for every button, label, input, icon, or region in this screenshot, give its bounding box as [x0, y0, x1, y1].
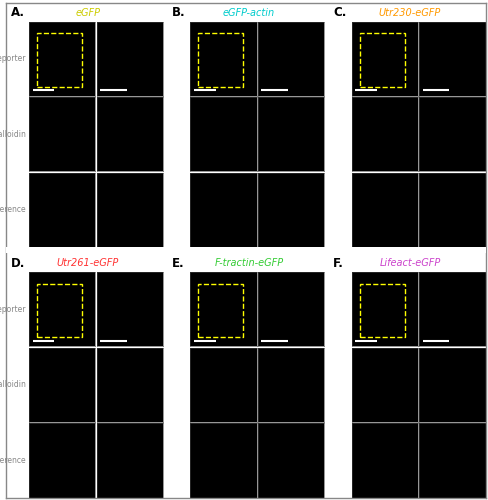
Text: Lifeact-eGFP: Lifeact-eGFP [380, 258, 441, 268]
Text: eGFP-actin: eGFP-actin [223, 8, 275, 18]
Text: reporter: reporter [0, 54, 26, 63]
Text: Utr261-eGFP: Utr261-eGFP [57, 258, 119, 268]
Text: F-tractin-eGFP: F-tractin-eGFP [214, 258, 284, 268]
Text: phalloidin: phalloidin [0, 130, 26, 138]
Text: E.: E. [172, 257, 184, 270]
Text: difference: difference [0, 456, 26, 465]
Text: A.: A. [11, 6, 24, 20]
Text: difference: difference [0, 206, 26, 214]
Text: D.: D. [11, 257, 25, 270]
Text: reporter: reporter [0, 304, 26, 314]
Text: C.: C. [333, 6, 346, 20]
Text: Utr230-eGFP: Utr230-eGFP [379, 8, 441, 18]
Text: F.: F. [333, 257, 344, 270]
Text: B.: B. [172, 6, 185, 20]
Text: phalloidin: phalloidin [0, 380, 26, 389]
Text: eGFP: eGFP [75, 8, 100, 18]
